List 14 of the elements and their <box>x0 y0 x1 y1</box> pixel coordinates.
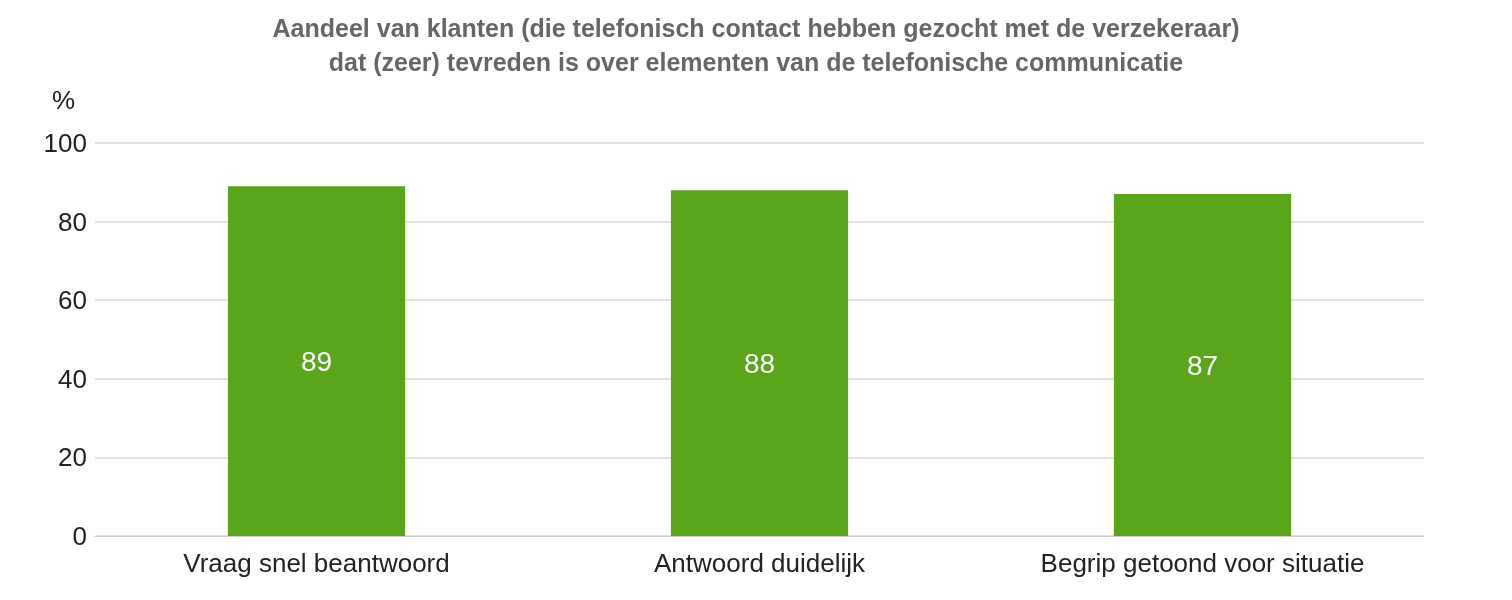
chart-title: Aandeel van klanten (die telefonisch contact hebben gezocht met de verzekeraar) dat (zeer) tevreden is over elementen van de telefonische communicatie <box>272 14 1240 76</box>
data-label: 87 <box>1186 349 1219 381</box>
x-tick-label: Antwoord duidelijk <box>653 548 866 578</box>
x-tick-label: Begrip getoond voor situatie <box>1040 548 1365 578</box>
y-tick-label: 80 <box>58 206 87 237</box>
y-tick-label: 100 <box>43 128 87 158</box>
y-tick-label: 60 <box>58 285 87 316</box>
x-tick-label: Vraag snel beantwoord <box>183 548 450 578</box>
y-axis-title: % <box>51 85 75 115</box>
y-tick-label: 20 <box>58 442 87 473</box>
y-tick-label: 40 <box>58 363 87 394</box>
data-label: 88 <box>743 347 776 379</box>
y-tick-label: 0 <box>72 521 87 551</box>
data-label: 89 <box>300 345 333 377</box>
